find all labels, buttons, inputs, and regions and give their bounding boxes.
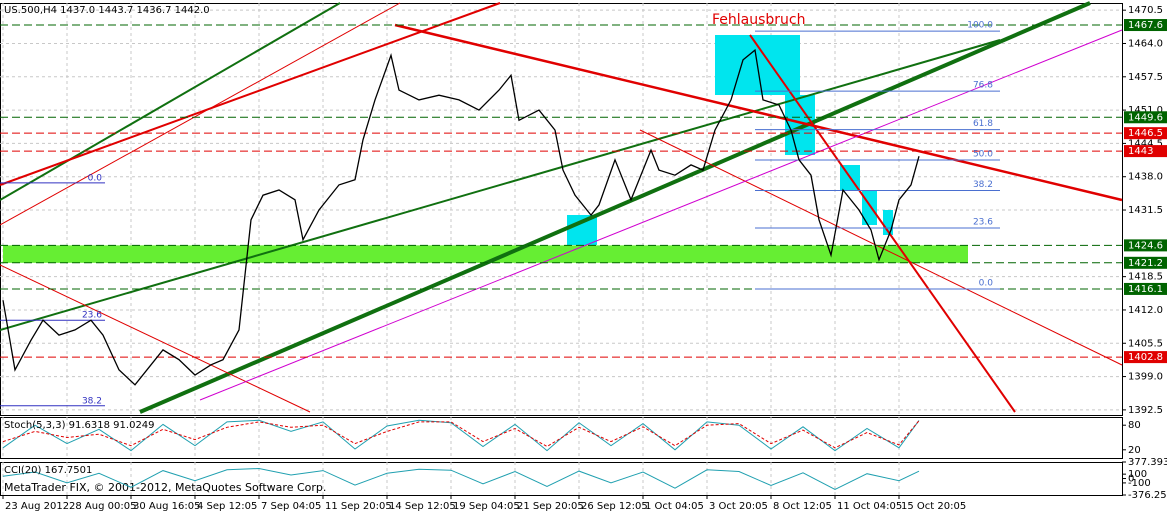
- level-tag: [1124, 111, 1167, 124]
- y-tick-label: -376.256: [1128, 490, 1167, 501]
- level-tag: [1124, 256, 1167, 269]
- level-tag: [1124, 351, 1167, 364]
- x-tick-label: 3 Oct 20:05: [709, 501, 768, 512]
- y-tick-label: -100: [1128, 478, 1151, 489]
- y-tick-label: 1451.0: [1128, 105, 1163, 116]
- x-tick-label: 4 Sep 12:05: [197, 501, 257, 512]
- y-tick-label: 1405.5: [1128, 338, 1163, 349]
- fib-label: 0.0: [979, 278, 994, 288]
- level-tag: [1124, 127, 1167, 140]
- fib-label: 38.2: [82, 396, 102, 406]
- trend-line: [199, 29, 1123, 401]
- x-tick-label: 11 Sep 20:05: [325, 501, 392, 512]
- x-tick-label: 26 Sep 12:05: [581, 501, 648, 512]
- level-tag: [1124, 19, 1167, 32]
- y-tick-label: 1464.0: [1128, 38, 1163, 49]
- trend-line: [139, 1, 1091, 414]
- level-label: 1467.6: [1128, 20, 1163, 31]
- y-tick-label: 20: [1128, 445, 1141, 456]
- trend-line: [0, 39, 1001, 331]
- x-tick-label: 28 Aug 00:05: [69, 501, 136, 512]
- y-tick-label: 0: [1128, 474, 1134, 485]
- indicator-title: Stoch(5,3,3) 91.6318 91.0249: [4, 420, 155, 431]
- fib-label: 23.6: [82, 311, 102, 321]
- x-tick-label: 21 Sep 20:05: [517, 501, 584, 512]
- series-line: [2, 467, 920, 491]
- y-tick-label: 377.393: [1128, 457, 1167, 468]
- x-tick-label: 7 Sep 04:05: [261, 501, 321, 512]
- support-zone: [3, 245, 968, 263]
- watermark: MetaTrader FIX, © 2001-2012, MetaQuotes …: [4, 481, 326, 494]
- level-label: 1443: [1128, 146, 1153, 157]
- highlight-box: [567, 215, 597, 245]
- trend-line: [639, 129, 1123, 366]
- fib-label: 23.6: [973, 217, 993, 227]
- series-line: [2, 419, 920, 452]
- y-tick-label: 80: [1128, 420, 1141, 431]
- level-label: 1449.6: [1128, 112, 1163, 123]
- chart-title: US.500,H4 1437.0 1443.7 1436.7 1442.0: [4, 5, 210, 16]
- series-line: [2, 420, 920, 449]
- trend-line: [0, 2, 341, 201]
- x-tick-label: 30 Aug 16:05: [133, 501, 200, 512]
- fib-label: 61.8: [973, 119, 993, 129]
- level-label: 1446.5: [1128, 128, 1163, 139]
- level-label: 1402.8: [1128, 352, 1163, 363]
- y-tick-label: 1457.5: [1128, 72, 1163, 83]
- indicator-title: CCI(20) 167.7501: [4, 465, 92, 476]
- level-label: 1421.2: [1128, 258, 1163, 269]
- y-tick-label: 1399.0: [1128, 372, 1163, 383]
- x-tick-label: 15 Oct 20:05: [901, 501, 966, 512]
- series-line: [2, 48, 920, 386]
- drawing-objects: [0, 1, 1123, 414]
- level-label: 1416.1: [1128, 284, 1163, 295]
- level-tag: [1124, 282, 1167, 295]
- highlight-box: [883, 210, 893, 235]
- y-tick-label: 1470.5: [1128, 5, 1163, 16]
- y-tick-label: 1444.5: [1128, 138, 1163, 149]
- x-tick-label: 23 Aug 2012: [5, 501, 69, 512]
- trend-line: [749, 34, 1016, 413]
- trend-line: [0, 2, 501, 186]
- fib-label: 50.0: [973, 150, 993, 160]
- x-tick-label: 1 Oct 04:05: [645, 501, 704, 512]
- y-tick-label: 1431.5: [1128, 205, 1163, 216]
- trend-line: [0, 264, 311, 413]
- y-tick-label: 1418.5: [1128, 272, 1163, 283]
- fib-label: 0.0: [88, 173, 103, 183]
- level-tag: [1124, 145, 1167, 158]
- x-tick-label: 8 Oct 12:05: [773, 501, 832, 512]
- level-tag: [1124, 239, 1167, 252]
- x-tick-label: 11 Oct 04:05: [837, 501, 902, 512]
- panel-frame: [0, 3, 1123, 416]
- y-tick-label: 100: [1128, 469, 1147, 480]
- fib-label: 100.0: [967, 21, 993, 31]
- panel-frame: [0, 417, 1123, 459]
- annotation: Fehlausbruch: [712, 12, 806, 28]
- x-tick-label: 19 Sep 04:05: [453, 501, 520, 512]
- trend-line: [394, 23, 1123, 202]
- fib-label: 38.2: [973, 180, 993, 190]
- y-tick-label: 1392.5: [1128, 405, 1163, 416]
- y-tick-label: 1412.0: [1128, 305, 1163, 316]
- y-tick-label: 1438.0: [1128, 172, 1163, 183]
- fib-label: 76.8: [973, 81, 993, 91]
- trend-line: [0, 2, 401, 226]
- x-tick-label: 14 Sep 12:05: [389, 501, 456, 512]
- level-label: 1424.6: [1128, 240, 1163, 251]
